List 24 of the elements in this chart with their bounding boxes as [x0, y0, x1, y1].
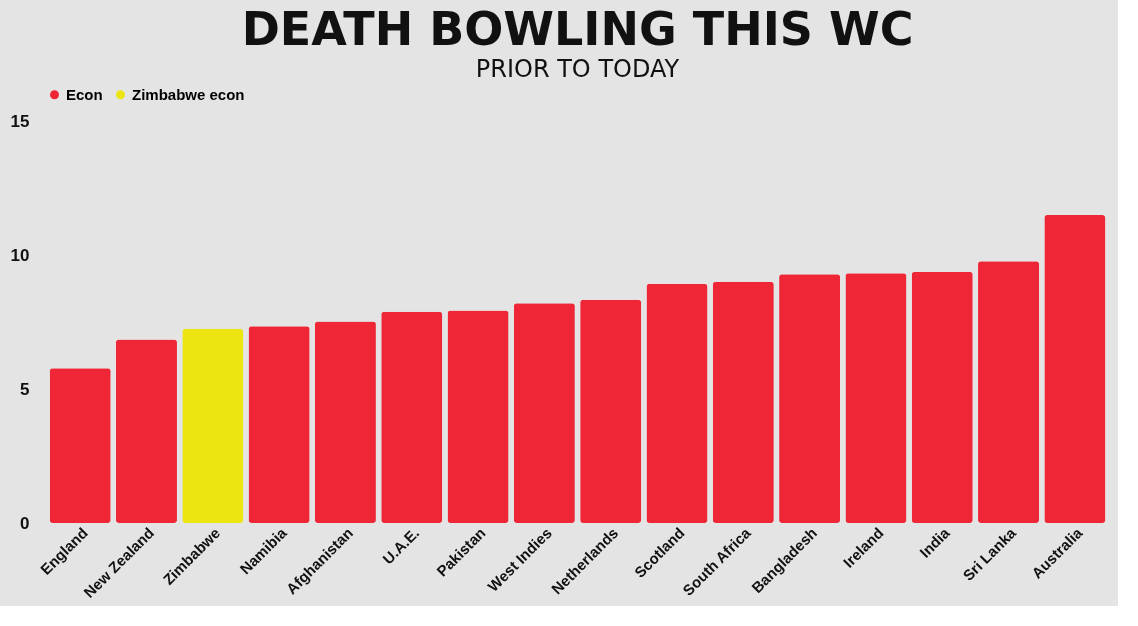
bar	[513, 303, 575, 523]
bar	[182, 328, 244, 523]
legend-label: Zimbabwe econ	[132, 85, 245, 103]
bar	[381, 311, 443, 523]
bar	[580, 299, 642, 523]
bar	[845, 273, 907, 523]
legend-label: Econ	[66, 85, 103, 103]
bar	[115, 339, 177, 523]
bar	[779, 274, 841, 523]
y-tick-label: 0	[20, 513, 30, 533]
bar	[712, 281, 774, 523]
bar	[49, 368, 111, 523]
bar	[646, 283, 708, 523]
bar	[314, 321, 376, 523]
y-tick-label: 15	[10, 111, 30, 131]
chart-subtitle: PRIOR TO TODAY	[475, 55, 680, 83]
y-tick-label: 10	[10, 245, 30, 265]
chart-title: DEATH BOWLING THIS WC	[241, 2, 914, 56]
bar	[978, 261, 1040, 523]
bar	[447, 310, 509, 523]
bar	[248, 326, 310, 523]
bar	[911, 271, 973, 523]
bar	[1044, 215, 1106, 523]
y-tick-label: 5	[20, 379, 30, 399]
